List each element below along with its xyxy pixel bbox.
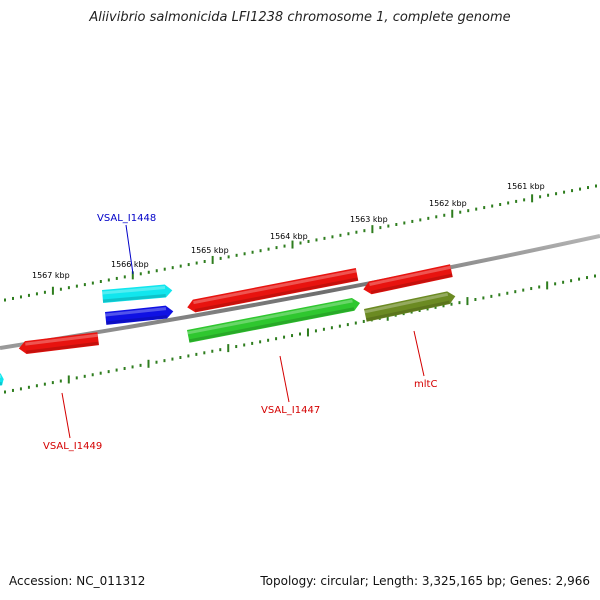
gene-arrow-body	[363, 264, 453, 295]
label-leaders	[61, 224, 425, 439]
gene-label-vsal-i1449: VSAL_I1449	[43, 441, 102, 452]
tick-label-1566: 1566 kbp	[111, 260, 149, 269]
gene-arrow-shade	[365, 300, 450, 322]
kbp-tick-labels: 1561 kbp 1562 kbp 1563 kbp 1564 kbp 1565…	[32, 182, 545, 280]
leader-vsal-i1448	[125, 224, 134, 275]
gene-arrow-shine	[193, 269, 357, 305]
gene-arrow-blue[interactable]	[105, 305, 174, 325]
tick-label-1565: 1565 kbp	[191, 246, 229, 255]
gene-arrow-body	[105, 305, 174, 325]
gene-arrow-shade	[102, 293, 166, 303]
gene-arrow-shine	[364, 292, 449, 314]
gene-arrow-shine	[369, 265, 451, 286]
gene-label-vsal-i1448: VSAL_I1448	[97, 213, 156, 224]
gene-arrow-shade	[188, 307, 355, 343]
tick-label-1567: 1567 kbp	[32, 271, 70, 280]
map-title: Aliivibrio salmonicida LFI1238 chromosom…	[89, 10, 511, 25]
leader-mltc	[413, 330, 425, 377]
leader-vsal-i1447	[279, 355, 290, 403]
gene-arrow-shine	[102, 286, 166, 295]
gene-label-mltc: mltC	[414, 379, 437, 390]
tick-label-1562: 1562 kbp	[429, 199, 467, 208]
gene-arrow-body	[187, 297, 361, 343]
gene-features	[0, 264, 457, 386]
gene-label-vsal-i1447: VSAL_I1447	[261, 405, 320, 416]
accession-text: Accession: NC_011312	[9, 574, 146, 588]
gene-arrow-body	[18, 332, 99, 355]
gene-arrow-cyan[interactable]	[0, 373, 4, 386]
gene-arrow-shade	[0, 381, 3, 386]
gene-arrow-olive[interactable]	[364, 290, 457, 322]
topology-text: Topology: circular; Length: 3,325,165 bp…	[260, 574, 590, 588]
gene-arrow-shine	[187, 299, 353, 335]
gene-arrow-green[interactable]	[187, 297, 361, 343]
gene-arrow-shade	[26, 341, 99, 354]
gene-arrow-red[interactable]	[362, 264, 453, 295]
gene-arrow-cyan[interactable]	[102, 284, 173, 303]
tick-label-1564: 1564 kbp	[270, 232, 308, 241]
gene-arrow-shine	[105, 307, 167, 317]
tick-label-1561: 1561 kbp	[507, 182, 545, 191]
gene-arrow-red[interactable]	[18, 332, 99, 355]
leader-vsal-i1449	[61, 392, 71, 439]
kbp-tick-marks	[4, 184, 597, 394]
gene-arrow-red[interactable]	[186, 267, 359, 314]
tick-label-1563: 1563 kbp	[350, 215, 388, 224]
gene-arrow-shine	[25, 333, 98, 346]
gene-arrow-shade	[194, 277, 359, 312]
gene-arrow-body	[187, 267, 359, 313]
gene-arrow-shade	[105, 315, 167, 325]
gene-arrow-body	[0, 373, 4, 386]
gene-arrow-body	[102, 284, 173, 303]
gene-arrow-body	[364, 291, 456, 322]
gene-arrow-shade	[370, 273, 453, 294]
